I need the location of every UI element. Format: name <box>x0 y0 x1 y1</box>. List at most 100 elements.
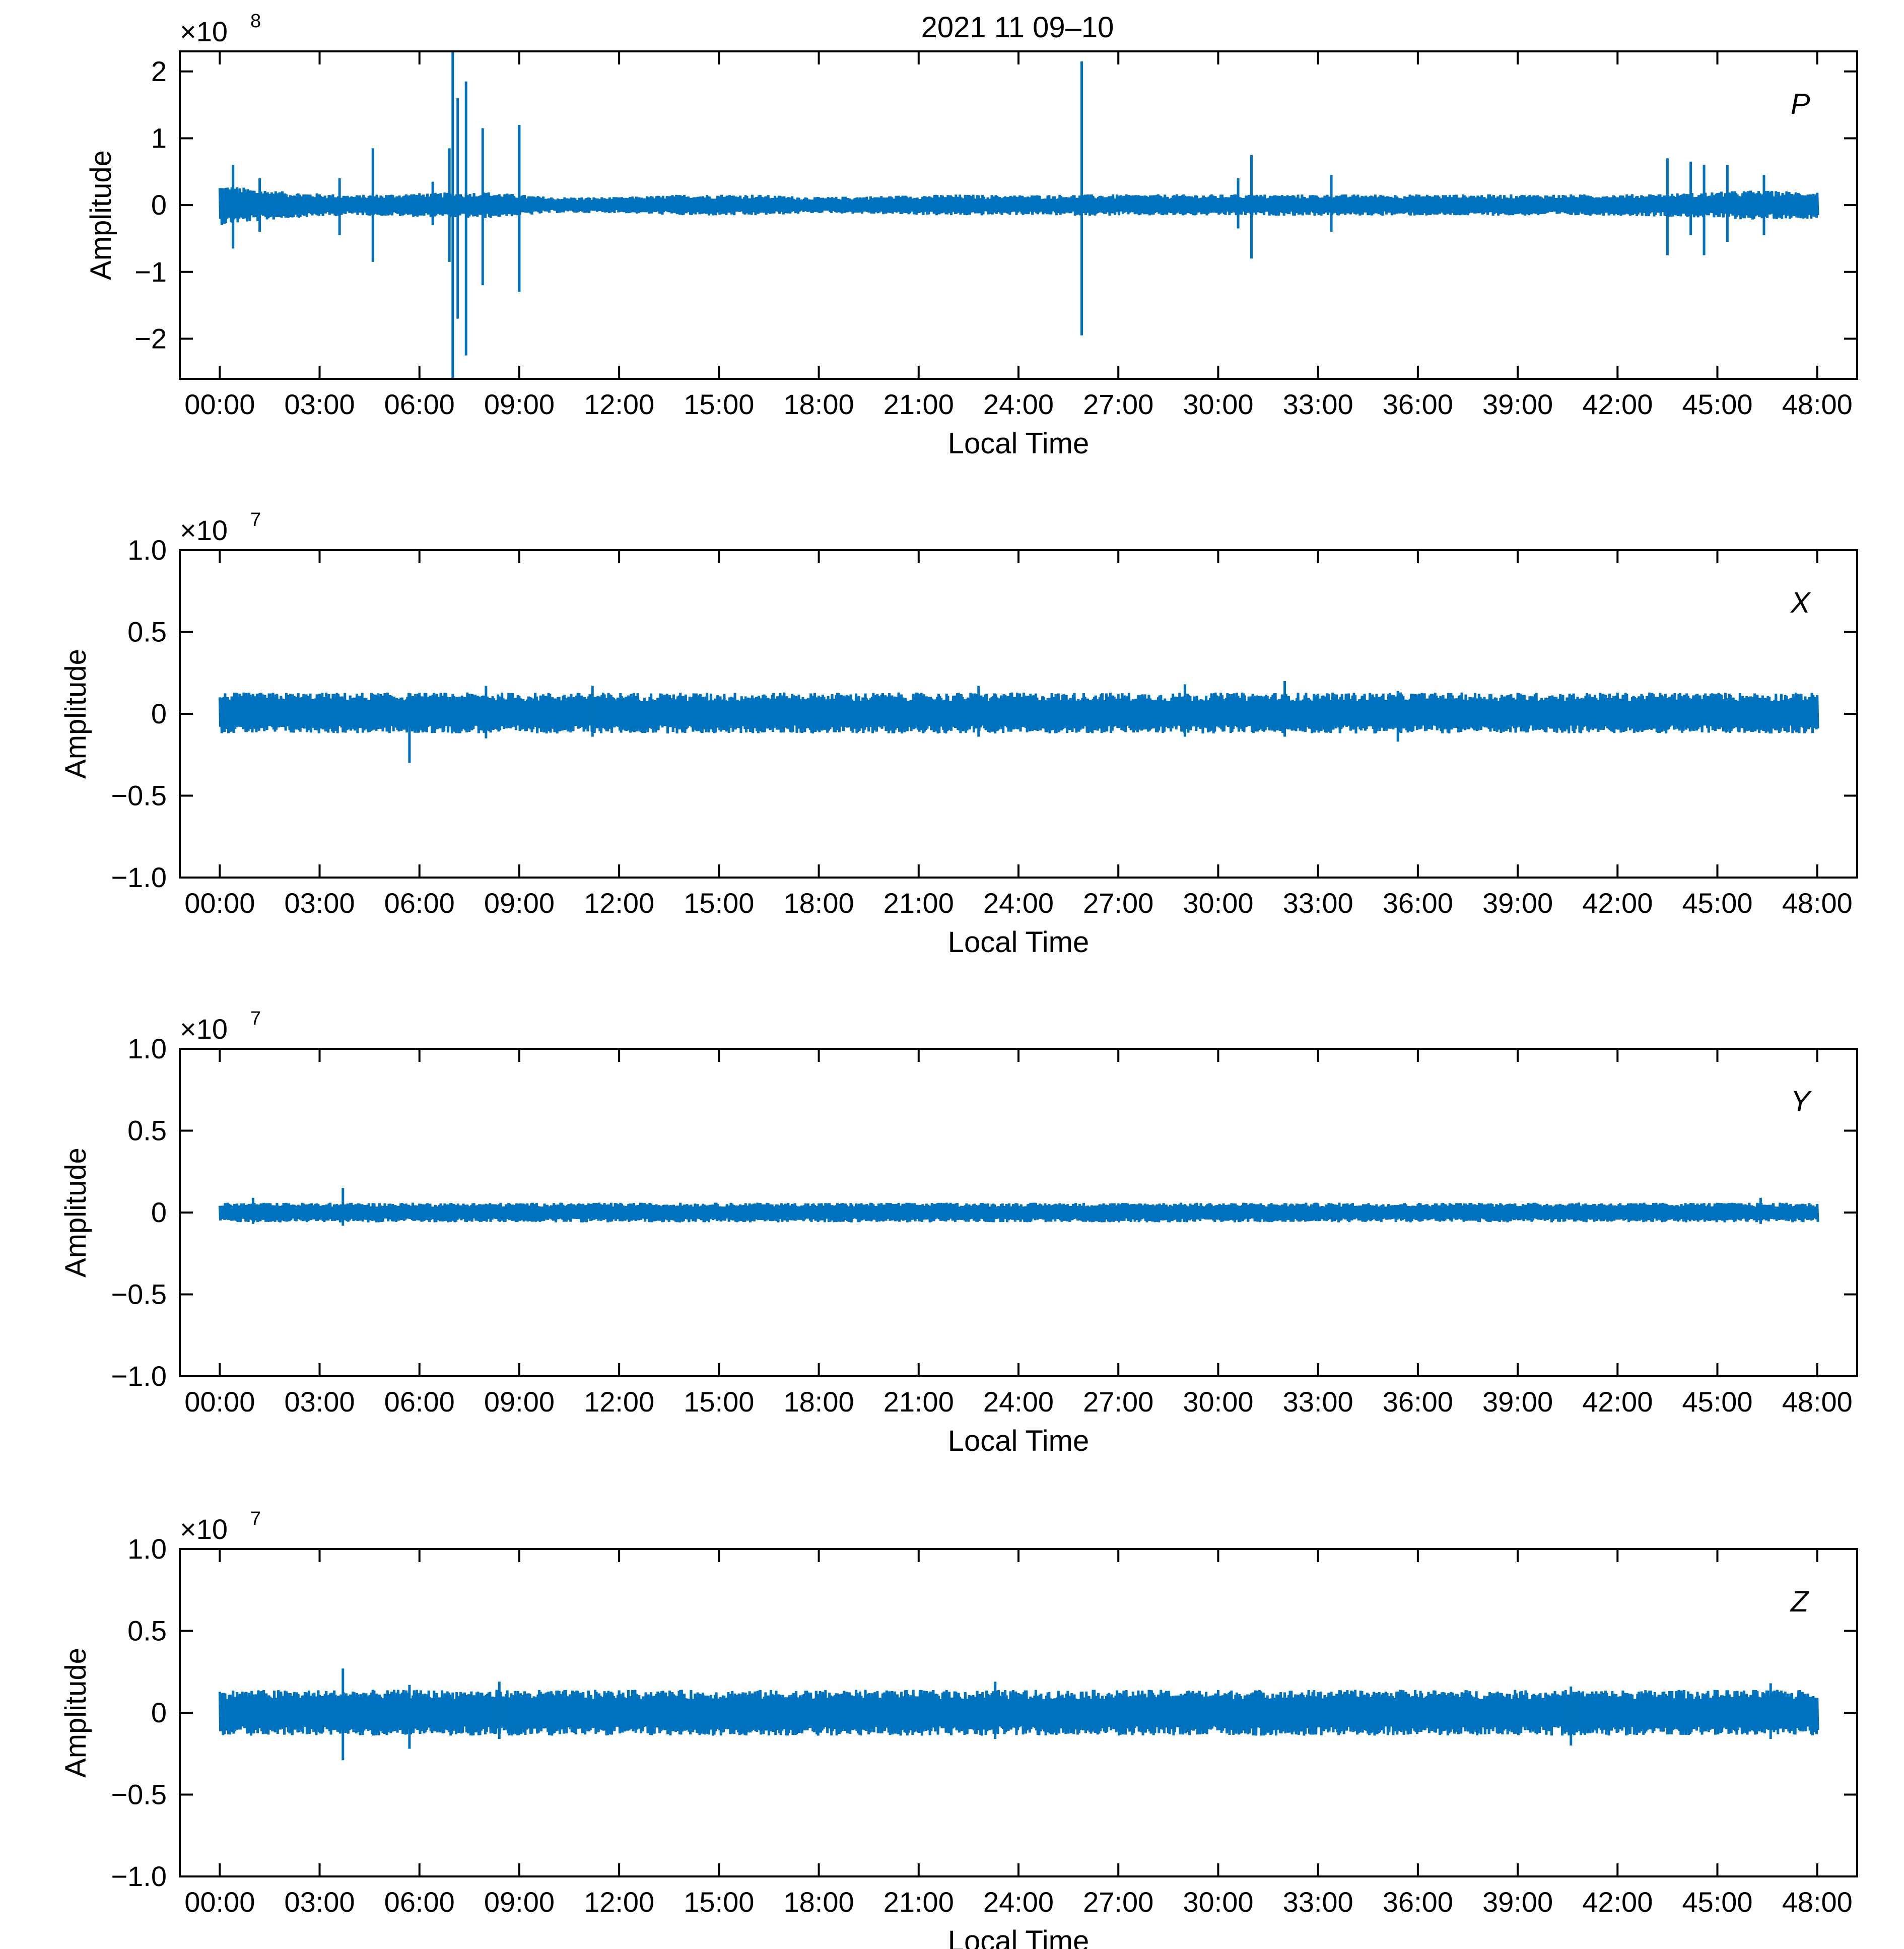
x-tick-label: 03:00 <box>284 1386 355 1418</box>
y-multiplier: ×10 <box>180 514 228 546</box>
y-tick-label: 0 <box>151 189 167 221</box>
x-tick-label: 42:00 <box>1582 1386 1653 1418</box>
x-tick-label: 39:00 <box>1482 887 1553 919</box>
y-tick-label: −1.0 <box>111 1860 167 1892</box>
y-tick-label: 1.0 <box>127 1533 167 1565</box>
x-tick-label: 48:00 <box>1782 388 1853 420</box>
x-tick-label: 18:00 <box>784 388 854 420</box>
y-multiplier-exponent: 8 <box>250 11 261 32</box>
x-tick-label: 12:00 <box>584 887 654 919</box>
x-tick-label: 15:00 <box>684 388 754 420</box>
y-axis-label: Amplitude <box>59 1648 92 1778</box>
x-tick-label: 21:00 <box>883 1386 954 1418</box>
y-tick-label: 2 <box>151 55 167 87</box>
x-tick-label: 48:00 <box>1782 1886 1853 1918</box>
x-tick-label: 21:00 <box>883 388 954 420</box>
x-tick-label: 45:00 <box>1682 1886 1752 1918</box>
x-tick-label: 15:00 <box>684 1886 754 1918</box>
y-axis-label: Amplitude <box>85 150 117 280</box>
y-tick-label: 0.5 <box>127 1115 167 1147</box>
x-tick-label: 18:00 <box>784 887 854 919</box>
y-tick-label: −1 <box>134 256 167 288</box>
x-tick-label: 06:00 <box>384 887 455 919</box>
x-tick-label: 39:00 <box>1482 1886 1553 1918</box>
y-multiplier-exponent: 7 <box>250 1008 261 1029</box>
x-tick-label: 09:00 <box>484 1886 555 1918</box>
x-tick-label: 45:00 <box>1682 887 1752 919</box>
x-tick-label: 33:00 <box>1283 1886 1353 1918</box>
y-multiplier: ×10 <box>180 1513 228 1545</box>
x-tick-label: 30:00 <box>1183 388 1253 420</box>
y-tick-label: −0.5 <box>111 780 167 812</box>
x-tick-label: 36:00 <box>1383 887 1453 919</box>
x-tick-label: 06:00 <box>384 1886 455 1918</box>
y-multiplier: ×10 <box>180 1013 228 1045</box>
y-multiplier-exponent: 7 <box>250 509 261 530</box>
y-multiplier: ×10 <box>180 16 228 47</box>
x-tick-label: 18:00 <box>784 1886 854 1918</box>
x-tick-label: 48:00 <box>1782 887 1853 919</box>
x-tick-label: 33:00 <box>1283 1386 1353 1418</box>
y-tick-label: 0 <box>151 1697 167 1728</box>
x-tick-label: 24:00 <box>983 1886 1054 1918</box>
x-tick-label: 42:00 <box>1582 388 1653 420</box>
panel-p: 00:00 03:00 06:00 09:00 12:00 15:00 18:00 21:00… <box>85 11 1858 460</box>
signal-core <box>220 701 1817 726</box>
x-tick-label: 09:00 <box>484 1386 555 1418</box>
x-tick-label: 36:00 <box>1383 388 1453 420</box>
signal-core <box>220 1699 1817 1727</box>
panel-y: 00:00 03:00 06:00 09:00 12:00 15:00 18:00 21:00… <box>59 1008 1858 1457</box>
x-tick-label: 24:00 <box>983 887 1054 919</box>
x-tick-label: 30:00 <box>1183 1886 1253 1918</box>
x-tick-label: 33:00 <box>1283 887 1353 919</box>
x-tick-label: 27:00 <box>1083 388 1153 420</box>
x-tick-label: 36:00 <box>1383 1886 1453 1918</box>
y-tick-label: −1.0 <box>111 1360 167 1392</box>
x-tick-label: 09:00 <box>484 887 555 919</box>
x-tick-label: 42:00 <box>1582 1886 1653 1918</box>
y-tick-label: 1.0 <box>127 534 167 566</box>
x-tick-label: 00:00 <box>184 388 255 420</box>
x-tick-label: 21:00 <box>883 887 954 919</box>
x-tick-label: 03:00 <box>284 887 355 919</box>
panel-label: P <box>1791 88 1810 120</box>
y-tick-label: −1.0 <box>111 861 167 893</box>
y-tick-label: −0.5 <box>111 1279 167 1310</box>
x-tick-label: 27:00 <box>1083 1386 1153 1418</box>
panel-label: X <box>1790 586 1811 619</box>
x-tick-label: 48:00 <box>1782 1386 1853 1418</box>
y-tick-label: −2 <box>134 322 167 354</box>
x-tick-label: 03:00 <box>284 1886 355 1918</box>
panel-z: 00:00 03:00 06:00 09:00 12:00 15:00 18:00 21:00… <box>59 1508 1858 1949</box>
x-tick-label: 30:00 <box>1183 887 1253 919</box>
panel-x: 00:00 03:00 06:00 09:00 12:00 15:00 18:00 21:00… <box>59 509 1858 959</box>
signal-core <box>220 1206 1817 1219</box>
y-tick-label: 0 <box>151 698 167 729</box>
x-tick-label: 39:00 <box>1482 1386 1553 1418</box>
x-tick-label: 00:00 <box>184 887 255 919</box>
x-tick-label: 30:00 <box>1183 1386 1253 1418</box>
figure-title: 2021 11 09–10 <box>921 11 1114 44</box>
x-tick-label: 15:00 <box>684 887 754 919</box>
x-tick-label: 27:00 <box>1083 887 1153 919</box>
panel-label: Z <box>1790 1585 1810 1618</box>
x-tick-label: 09:00 <box>484 388 555 420</box>
x-tick-label: 42:00 <box>1582 887 1653 919</box>
panel-label: Y <box>1791 1085 1812 1118</box>
x-tick-label: 06:00 <box>384 388 455 420</box>
y-axis-label: Amplitude <box>59 649 92 779</box>
y-tick-label: 0.5 <box>127 616 167 648</box>
x-tick-label: 24:00 <box>983 1386 1054 1418</box>
y-multiplier-exponent: 7 <box>250 1508 261 1529</box>
x-tick-label: 39:00 <box>1482 388 1553 420</box>
x-tick-label: 27:00 <box>1083 1886 1153 1918</box>
y-tick-label: 0.5 <box>127 1615 167 1647</box>
signal-core <box>220 193 1817 217</box>
x-tick-label: 36:00 <box>1383 1386 1453 1418</box>
x-axis-label: Local Time <box>948 427 1089 460</box>
x-tick-label: 15:00 <box>684 1386 754 1418</box>
x-tick-label: 06:00 <box>384 1386 455 1418</box>
x-tick-label: 12:00 <box>584 388 654 420</box>
x-tick-label: 03:00 <box>284 388 355 420</box>
